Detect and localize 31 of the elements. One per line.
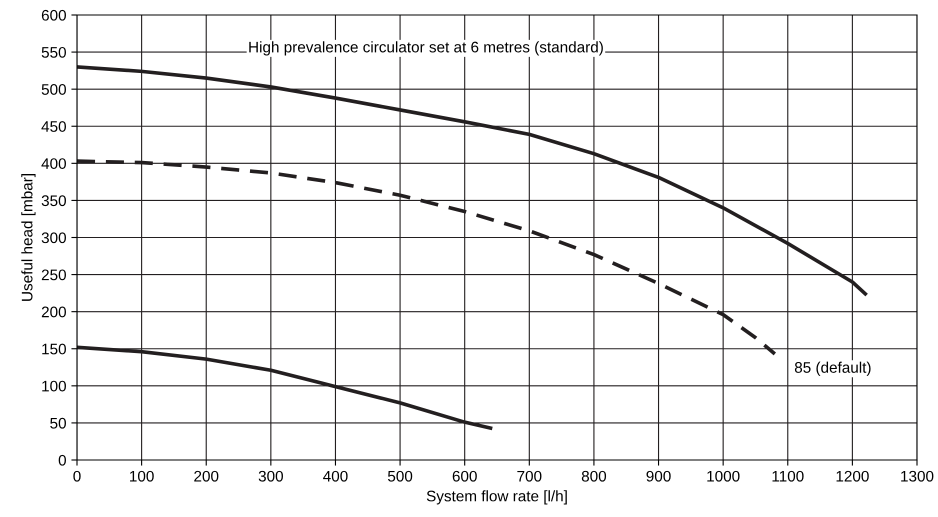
x-tick-label: 600 bbox=[452, 470, 477, 482]
y-tick-label: 500 bbox=[42, 84, 66, 95]
y-tick-label: 0 bbox=[58, 454, 66, 466]
y-axis-title: Useful head [mbar] bbox=[21, 174, 36, 301]
y-tick-label: 50 bbox=[50, 418, 66, 429]
y-tick-label: 600 bbox=[42, 10, 66, 21]
x-tick-label: 1100 bbox=[772, 470, 804, 482]
x-tick-label: 0 bbox=[73, 470, 81, 482]
x-tick-label: 200 bbox=[194, 470, 218, 482]
x-tick-label: 1000 bbox=[707, 470, 740, 482]
x-tick-label: 700 bbox=[517, 470, 542, 482]
x-axis-title: System flow rate [l/h] bbox=[426, 490, 567, 504]
x-tick-label: 500 bbox=[388, 470, 412, 482]
y-tick-label: 550 bbox=[42, 46, 66, 58]
y-tick-label: 250 bbox=[42, 269, 66, 280]
x-tick-label: 400 bbox=[323, 470, 348, 482]
x-tick-label: 800 bbox=[582, 470, 606, 482]
y-tick-label: 350 bbox=[42, 195, 66, 206]
y-tick-label: 100 bbox=[42, 380, 66, 392]
x-tick-label: 1200 bbox=[836, 470, 869, 482]
series-label: High prevalence circulator set at 6 metres (standard) bbox=[249, 41, 603, 56]
y-tick-label: 150 bbox=[42, 344, 66, 354]
y-tick-label: 400 bbox=[41, 158, 66, 170]
y-tick-label: 200 bbox=[42, 306, 66, 318]
x-tick-label: 1300 bbox=[901, 470, 934, 482]
y-tick-label: 300 bbox=[42, 232, 66, 244]
x-tick-label: 100 bbox=[130, 470, 154, 482]
y-tick-label: 450 bbox=[41, 121, 66, 132]
x-tick-label: 900 bbox=[646, 470, 671, 482]
series-label: 85 (default) bbox=[794, 362, 871, 376]
x-tick-label: 300 bbox=[258, 470, 283, 482]
